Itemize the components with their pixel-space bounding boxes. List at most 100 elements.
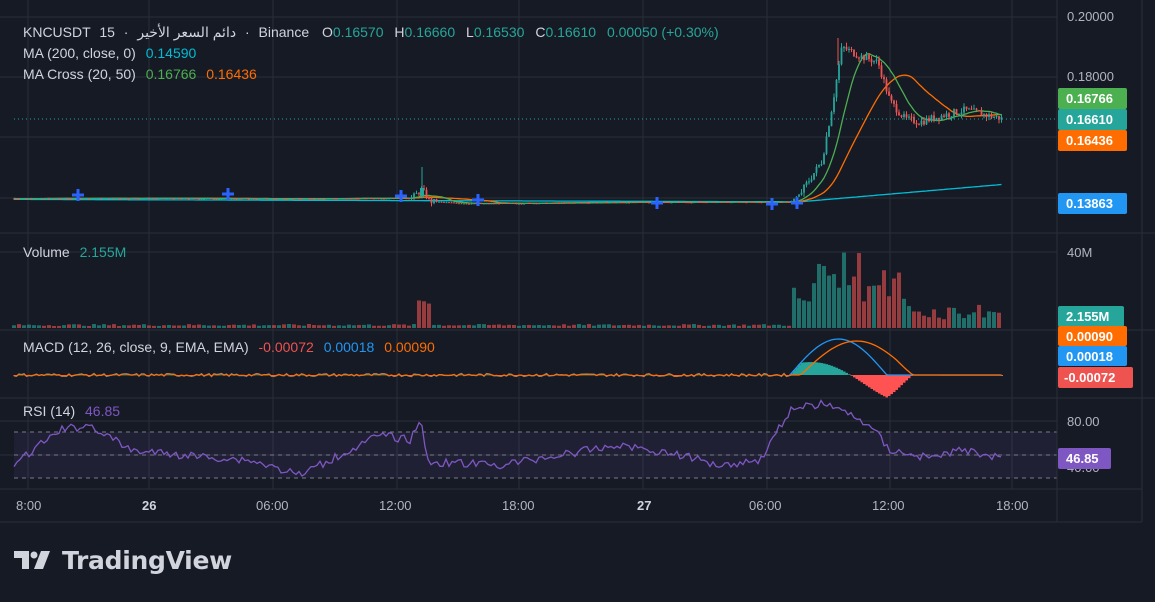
candle-body [873,60,875,63]
volume-bar [42,325,46,328]
macd-hist-bar [625,374,628,376]
rsi-legend[interactable]: RSI (14) 46.85 [23,403,120,419]
candle-body [825,136,828,154]
macd-hist-bar [70,375,73,376]
volume-bar [412,324,416,328]
volume-bar [467,324,471,328]
macd-hist-bar [803,362,806,375]
candle-body [323,198,325,200]
volume-bar [757,324,761,328]
macd-hist-bar [200,374,203,376]
volume-bar [822,265,826,328]
candles-layer [13,38,1003,207]
candle-body [783,201,785,203]
tradingview-brand[interactable]: TradingView [14,543,232,577]
macd-hist-bar [115,374,118,376]
candle-body [88,198,90,200]
volume-bar [537,324,541,328]
candle-body [690,202,693,204]
volume-bar [362,324,366,328]
macd-hist-bar [255,374,258,376]
candle-body [178,197,180,199]
ma200-legend[interactable]: MA (200, close, 0) 0.14590 [23,45,197,61]
candle-body [108,197,110,199]
macd-legend-macd: 0.00018 [324,339,375,355]
candle-body [280,198,283,200]
candle-body [968,108,970,110]
macd-hist-bar [793,370,796,375]
candle-body [203,198,205,200]
volume-bar [677,325,681,328]
candle-body [268,198,270,200]
candle-body [90,198,93,200]
candle-body [833,97,835,113]
candle-body [618,202,620,204]
candle-body [780,201,783,203]
volume-bar [577,324,581,328]
macd-hist-bar [120,374,123,376]
volume-bar [417,300,421,328]
candle-body [550,202,553,204]
candle-body [373,198,375,200]
macd-legend[interactable]: MACD (12, 26, close, 9, EMA, EMA) -0.000… [23,339,435,355]
macd-hist-bar [140,374,143,376]
candle-body [680,201,683,203]
volume-legend-label: Volume [23,244,70,260]
macd-hist-bar [488,374,491,376]
candle-body [640,201,643,203]
candle-body [410,197,413,199]
volume-bar [507,324,511,328]
candle-body [483,203,485,205]
candle-body [330,198,333,200]
candle-body [688,202,690,204]
candle-body [110,197,113,199]
candle-body [970,108,973,110]
candle-body [70,198,73,200]
macd-hist-bar [63,375,66,376]
volume-bar [202,325,206,328]
volume-bar [922,315,926,328]
macd-hist-bar [80,374,83,376]
candle-body [353,198,355,200]
candle-body [883,77,885,80]
candle-body [150,198,153,200]
macd-hist-bar [795,367,798,375]
volume-bar [432,324,436,328]
legend-exchange-desc: دائم السعر الأخير [136,23,236,41]
macd-hist-bar [868,375,871,388]
volume-bar [327,324,331,328]
candle-body [738,201,740,203]
candle-body [528,202,530,204]
candle-body [30,198,33,200]
macd-hist-bar [675,375,678,376]
macd-hist-bar [258,374,261,376]
legend-change: 0.00050 (+0.30%) [607,24,719,40]
candle-body [698,201,700,203]
volume-bar [337,325,341,328]
candle-body [808,181,810,183]
candle-body [158,197,160,199]
volume-bar [587,324,591,328]
candle-body [788,201,790,203]
macd-hist-bar [845,372,848,375]
volume-bar [37,325,41,328]
volume-bar [717,324,721,328]
volume-bar [617,325,621,328]
macd-hist-bar [88,375,91,376]
candle-body [220,198,223,200]
candle-body [905,114,908,118]
main-legend-line[interactable]: KNCUSDT 15 · دائم السعر الأخير · Binance… [23,23,719,41]
candle-body [65,197,68,199]
candle-body [978,110,980,112]
candle-body [878,59,880,66]
candle-body [290,198,293,200]
volume-bar [52,325,56,328]
volume-legend[interactable]: Volume 2.155M [23,244,126,260]
macd-hist-bar [900,375,903,386]
candle-body [810,179,813,182]
ma-cross-legend[interactable]: MA Cross (20, 50) 0.16766 0.16436 [23,66,257,82]
candle-body [565,202,568,204]
volume-bar [642,325,646,328]
volume-bar [402,324,406,328]
